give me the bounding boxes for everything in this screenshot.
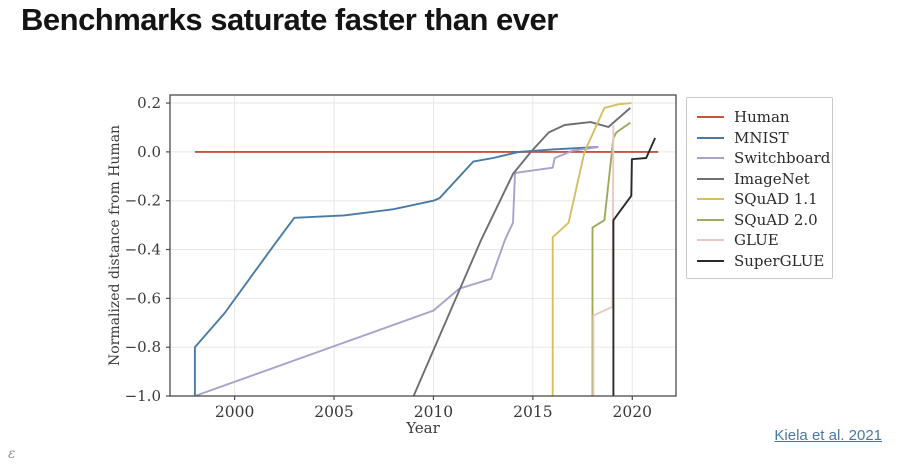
y-axis-label: Normalized distance from Human — [107, 125, 123, 366]
legend-item-squad-2-0: SQuAD 2.0 — [697, 210, 822, 231]
legend-label: GLUE — [734, 231, 779, 249]
y-tick-label: −0.6 — [125, 289, 161, 307]
citation-link[interactable]: Kiela et al. 2021 — [774, 427, 882, 444]
legend-swatch — [697, 177, 724, 180]
y-tick-label: −0.8 — [125, 338, 161, 356]
legend-label: SQuAD 2.0 — [734, 210, 818, 229]
legend-swatch — [697, 259, 724, 262]
legend-label: ImageNet — [734, 169, 810, 188]
legend-swatch — [697, 198, 724, 201]
legend-swatch — [697, 116, 724, 119]
legend-label: Human — [734, 108, 790, 126]
legend-item-imagenet: ImageNet — [697, 169, 822, 190]
series-line-squad-2-0 — [591, 121, 631, 396]
legend-swatch — [697, 239, 724, 242]
plot-border — [169, 94, 677, 397]
chart-legend: Human MNIST Switchboard ImageNet SQuAD 1.1 SQ… — [686, 97, 833, 279]
series-line-squad-1-1 — [551, 102, 632, 396]
x-tick-label: 2010 — [414, 403, 453, 421]
series-line-superglue — [612, 137, 656, 396]
y-tick-label: −0.2 — [125, 192, 161, 210]
y-tick-label: 0.2 — [137, 94, 161, 112]
legend-label: SuperGLUE — [734, 251, 825, 270]
legend-item-switchboard: Switchboard — [697, 148, 830, 169]
x-axis-label: Year — [405, 419, 440, 437]
series-line-mnist — [193, 146, 599, 396]
series-line-switchboard — [194, 146, 599, 397]
y-tick-label: −0.4 — [125, 241, 161, 259]
legend-swatch — [697, 157, 724, 160]
series-line-imagenet — [412, 107, 631, 397]
legend-swatch — [697, 136, 724, 139]
x-tick-label: 2015 — [513, 403, 552, 421]
legend-label: Switchboard — [734, 149, 831, 167]
y-tick-label: −1.0 — [125, 387, 161, 405]
x-tick-label: 2005 — [314, 403, 353, 421]
series-line-glue — [592, 124, 615, 396]
legend-item-squad-1-1: SQuAD 1.1 — [697, 189, 822, 210]
legend-label: SQuAD 1.1 — [734, 190, 818, 208]
x-tick-label: 2020 — [613, 403, 652, 421]
y-tick-label: 0.0 — [137, 143, 161, 161]
legend-item-mnist: MNIST — [697, 128, 822, 149]
legend-item-human: Human — [697, 107, 822, 128]
legend-item-superglue: SuperGLUE — [697, 251, 825, 272]
page-title: Benchmarks saturate faster than ever — [21, 2, 558, 37]
x-tick-label: 2000 — [215, 403, 254, 421]
legend-label: MNIST — [734, 128, 789, 147]
legend-swatch — [697, 218, 724, 221]
corner-mark: ε — [8, 446, 16, 462]
legend-item-glue: GLUE — [697, 230, 822, 251]
